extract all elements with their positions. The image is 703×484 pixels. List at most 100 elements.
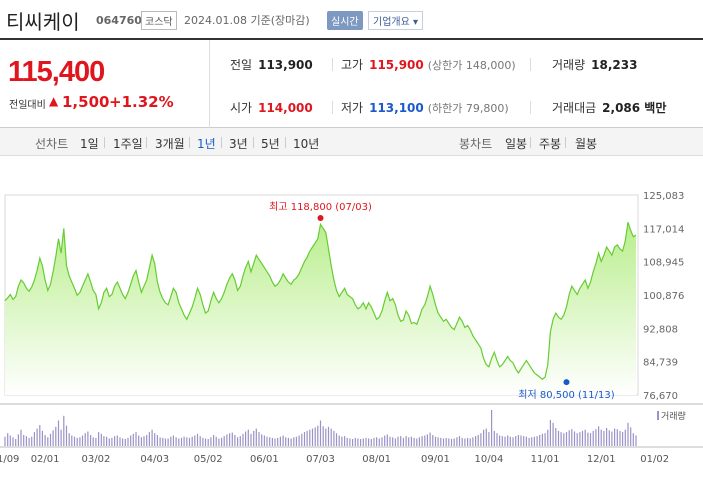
volume-bar (199, 436, 201, 446)
price-area (5, 222, 636, 395)
x-tick-label: 02/01 (31, 454, 60, 465)
stock-code: 064760 (96, 14, 142, 27)
volume-bar (598, 426, 600, 446)
volume-bar (108, 438, 110, 446)
volume-bar (31, 436, 33, 446)
volume-bar (509, 436, 511, 446)
x-tick-label: 03/02 (81, 454, 110, 465)
volume-bar (467, 437, 469, 446)
volume-bar (472, 437, 474, 446)
market-badge: 코스닥 (141, 11, 177, 30)
volume-bar (274, 438, 276, 446)
volume-bar (309, 429, 311, 446)
volume-bar (186, 437, 188, 446)
volume-bar (485, 428, 487, 446)
volume-bar (60, 429, 62, 446)
volume-bar (194, 435, 196, 446)
volume-bar (311, 428, 314, 446)
day-high: 고가 115,900 (상한가 148,000) (341, 58, 516, 72)
volume-bar (223, 436, 225, 446)
volume-bar (627, 422, 629, 446)
volume-bar (138, 435, 140, 446)
volume-bar (47, 437, 49, 446)
change-value: 1,500 (62, 93, 110, 111)
tab-1y[interactable]: 1년 (197, 137, 216, 151)
company-overview-dropdown[interactable]: 기업개요 ▾ (368, 11, 423, 30)
volume-bar (549, 419, 551, 446)
chart-tabs: 선차트 1일 1주일 3개월 1년 3년 5년 10년 봉차트 일봉 주봉 월봉 (0, 128, 703, 156)
volume-bar (421, 436, 423, 446)
volume-bar (290, 438, 292, 446)
tab-3y[interactable]: 3년 (229, 137, 248, 151)
volume-bar (282, 435, 284, 446)
volume-bar (49, 433, 52, 446)
volume-bar (584, 429, 586, 446)
x-tick-label: 11/01 (531, 454, 560, 465)
tab-1d[interactable]: 1일 (80, 137, 99, 151)
x-tick-label: 06/01 (250, 454, 279, 465)
volume-bar (397, 436, 399, 446)
volume-bar (469, 438, 471, 446)
volume-bar (573, 431, 576, 446)
volume-bar (191, 436, 193, 446)
volume-bar (608, 430, 610, 446)
volume-bar (344, 436, 346, 446)
volume-bar (172, 435, 174, 446)
volume: 거래량 18,233 (552, 58, 638, 72)
y-tick-label: 76,670 (643, 391, 678, 402)
volume-bar (579, 432, 581, 446)
volume-bar (207, 439, 209, 446)
volume-bar (196, 433, 199, 446)
volume-bar (392, 437, 394, 446)
volume-bar (413, 437, 415, 446)
y-tick-label: 84,739 (643, 358, 678, 369)
volume-bar (507, 435, 509, 446)
volume-bar (293, 437, 295, 446)
realtime-button[interactable]: 실시간 (327, 11, 363, 30)
volume-bar (314, 427, 316, 446)
volume-bar (368, 438, 370, 446)
volume-bar (204, 438, 207, 446)
volume-bar (450, 439, 453, 446)
volume-bar (416, 438, 418, 446)
tab-monthly-candle[interactable]: 월봉 (575, 137, 598, 151)
x-tick-label: 07/03 (306, 454, 335, 465)
volume-bar (140, 437, 142, 446)
volume-bar (512, 437, 514, 446)
tab-10y[interactable]: 10년 (293, 137, 320, 151)
volume-bar (547, 429, 549, 446)
volume-bar (255, 428, 257, 446)
volume-bar (154, 433, 156, 446)
tab-3m[interactable]: 3개월 (155, 137, 185, 151)
volume-bar (12, 437, 14, 446)
volume-bar (226, 434, 228, 446)
volume-bar (352, 439, 354, 446)
change-percent: +1.32% (109, 93, 174, 111)
volume-bar (496, 433, 498, 446)
volume-bar (247, 429, 249, 446)
volume-bar (630, 427, 632, 446)
volume-bar (330, 428, 332, 446)
volume-bar (317, 425, 319, 446)
tab-5y[interactable]: 5년 (261, 137, 280, 151)
volume-bar (221, 437, 223, 446)
tab-daily-candle[interactable]: 일봉 (505, 137, 528, 151)
volume-bar (202, 437, 204, 446)
volume-bar (36, 428, 38, 446)
volume-bar (424, 435, 426, 446)
volume-bar (440, 437, 442, 446)
volume-bar (111, 437, 113, 446)
volume-bar (237, 437, 239, 446)
volume-bar (17, 434, 19, 446)
volume-bar (429, 432, 431, 446)
volume-bar (279, 436, 281, 446)
tab-1w[interactable]: 1주일 (113, 137, 143, 151)
volume-bar (536, 436, 538, 446)
trade-value: 거래대금 2,086 백만 (552, 101, 667, 115)
tab-weekly-candle[interactable]: 주봉 (539, 137, 562, 151)
volume-bar (167, 438, 169, 446)
up-arrow-icon: ▲ (49, 94, 59, 108)
volume-bar (178, 438, 180, 446)
volume-bar (461, 437, 463, 446)
volume-bar (515, 436, 517, 446)
